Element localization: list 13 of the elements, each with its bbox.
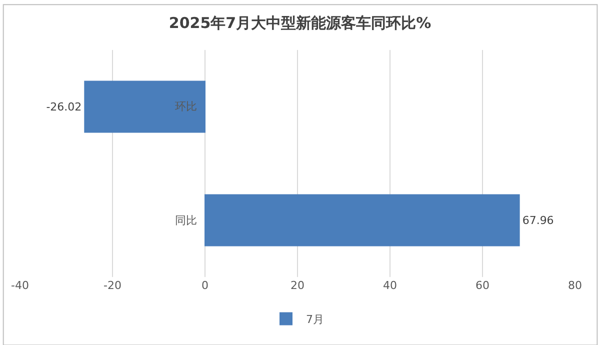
x-tick-label: 60: [476, 279, 490, 292]
x-tick-label: 20: [290, 279, 304, 292]
data-label: -26.02: [46, 100, 82, 114]
x-tick-label: 0: [202, 279, 208, 292]
x-tick-label: 40: [383, 279, 397, 292]
data-label: 67.96: [522, 214, 554, 227]
x-tick-label: -20: [104, 279, 122, 292]
y-tick-label: 同比: [175, 214, 197, 227]
y-tick-label: 环比: [175, 100, 197, 113]
x-tick-label: 80: [568, 279, 582, 292]
legend-label: 7月: [306, 313, 324, 326]
chart-title: 2025年7月大中型新能源客车同环比%: [168, 14, 432, 32]
x-tick-label: -40: [11, 279, 29, 292]
